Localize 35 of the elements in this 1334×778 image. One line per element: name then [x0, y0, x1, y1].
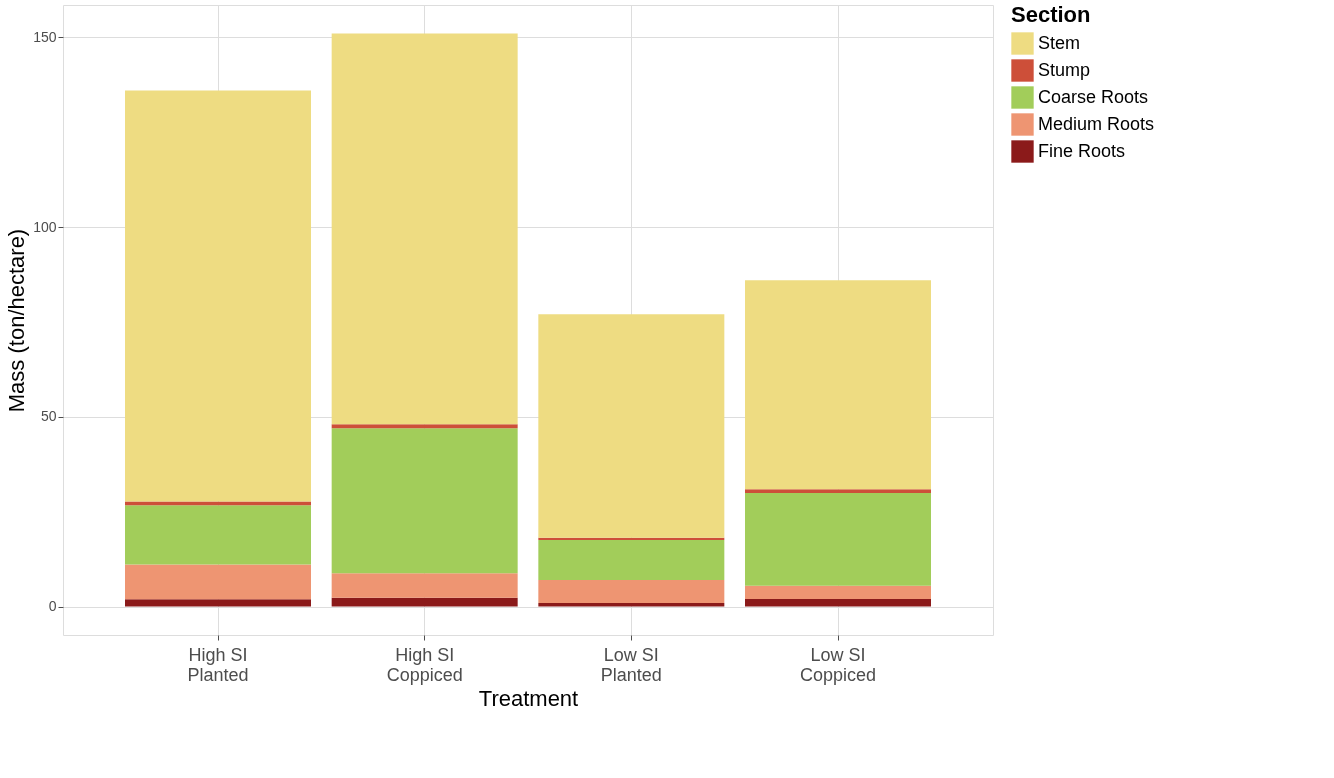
- bar: [745, 493, 931, 586]
- legend-title: Section: [1011, 2, 1091, 27]
- bar: [538, 603, 725, 607]
- legend-label: Coarse Roots: [1038, 86, 1149, 107]
- bar: [331, 33, 518, 425]
- bar: [125, 501, 311, 506]
- x-axis-title: Treatment: [478, 685, 579, 711]
- y-tick-label: 0: [48, 598, 57, 615]
- legend-label: Medium Roots: [1038, 113, 1155, 134]
- y-tick-label: 150: [33, 28, 57, 45]
- legend-label: Stem: [1038, 32, 1081, 53]
- y-tick-label: 50: [40, 408, 57, 425]
- x-tick-label: High SI Coppiced: [386, 644, 463, 685]
- bar: [745, 598, 931, 607]
- legend-label: Fine Roots: [1038, 140, 1126, 161]
- bar: [538, 540, 725, 580]
- bar: [125, 505, 311, 565]
- bar: [125, 90, 311, 502]
- bar: [745, 585, 931, 599]
- bar: [745, 489, 931, 494]
- bar: [538, 314, 725, 538]
- x-tick-label: High SI Planted: [187, 644, 249, 685]
- bar: [331, 428, 518, 574]
- x-tick-label: Low SI Planted: [600, 644, 662, 685]
- y-tick-label: 100: [33, 218, 57, 235]
- bar: [331, 573, 518, 598]
- bar: [331, 597, 518, 607]
- bar: [125, 564, 311, 600]
- bar: [125, 599, 311, 607]
- x-tick-label: Low SI Coppiced: [799, 644, 877, 685]
- bar: [538, 579, 725, 604]
- legend-label: Stump: [1038, 59, 1091, 80]
- bar: [331, 424, 518, 429]
- bar: [745, 280, 931, 490]
- y-axis-title: Mass (ton/hectare): [4, 228, 30, 413]
